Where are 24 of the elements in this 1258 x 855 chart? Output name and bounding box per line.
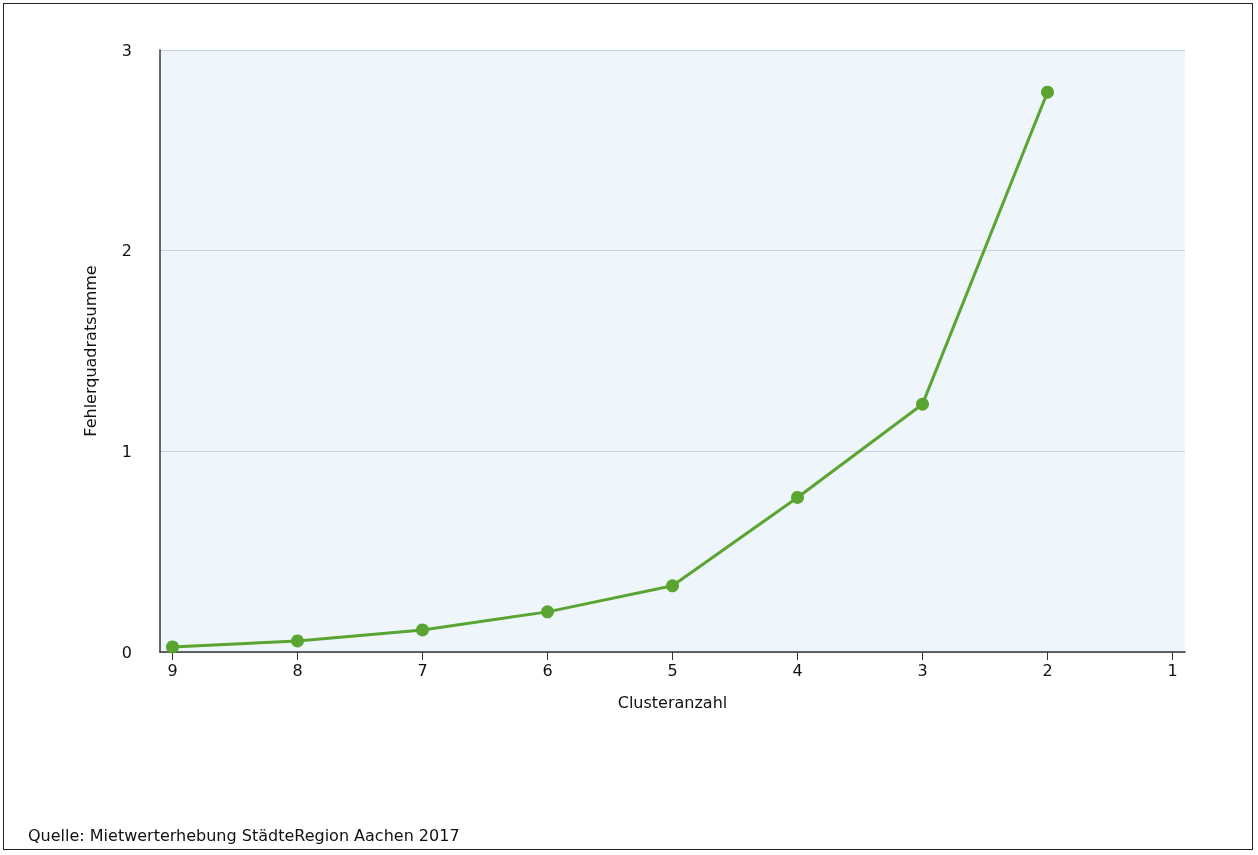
point	[1041, 85, 1054, 99]
x-tick-label: 5	[667, 660, 678, 680]
point	[291, 634, 304, 648]
x-tick-label: 6	[542, 660, 553, 680]
x-tick-label: 7	[417, 660, 428, 680]
y-tick-label: 3	[121, 40, 132, 60]
point	[666, 579, 679, 593]
point	[166, 640, 179, 654]
point	[916, 397, 929, 411]
x-axis-title: Clusteranzahl	[617, 692, 728, 712]
x-tick-label: 9	[167, 660, 178, 680]
source-note: Quelle: Mietwerterhebung StädteRegion Aachen 2017	[28, 825, 460, 845]
x-tick-label: 2	[1042, 660, 1053, 680]
point	[416, 623, 429, 637]
point	[791, 490, 804, 504]
y-tick-label: 0	[121, 642, 132, 662]
y-axis-title: Fehlerquadratsumme	[80, 265, 100, 437]
y-tick-label: 1	[121, 441, 132, 461]
x-tick-label: 8	[292, 660, 303, 680]
x-tick-label: 1	[1167, 660, 1178, 680]
x-tick-label: 4	[792, 660, 803, 680]
point	[541, 605, 554, 619]
x-tick-label: 3	[917, 660, 928, 680]
y-tick-label: 2	[121, 241, 132, 261]
